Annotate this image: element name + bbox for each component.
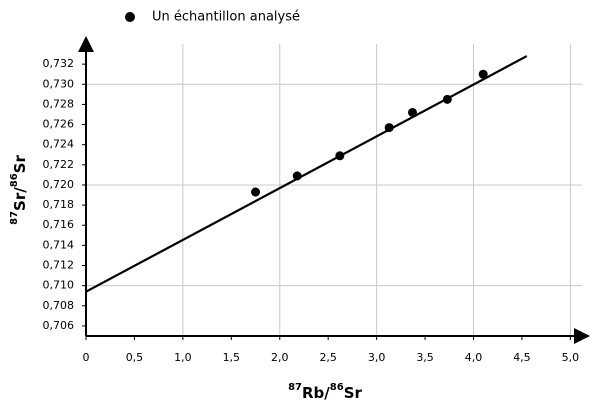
x-tick-label: 4,5 — [513, 351, 531, 364]
legend-marker — [125, 12, 135, 22]
x-tick-label: 3,5 — [416, 351, 434, 364]
y-tick-label: 0,706 — [43, 319, 75, 332]
y-tick-label: 0,722 — [43, 158, 75, 171]
point — [478, 69, 488, 79]
y-tick-label: 0,714 — [43, 238, 75, 251]
x-tick-label: 5,0 — [562, 351, 580, 364]
x-tick-label: 0,5 — [126, 351, 144, 364]
ylabel: 87Sr/86Sr — [9, 155, 29, 225]
label-part: 86 — [330, 382, 344, 393]
point — [335, 151, 345, 161]
x-tick-label: 0 — [83, 351, 90, 364]
y-tick-label: 0,726 — [43, 118, 75, 131]
y-tick-label: 0,730 — [43, 77, 75, 90]
point — [407, 107, 417, 117]
y-tick-label: 0,728 — [43, 97, 75, 110]
x-tick-label: 3,0 — [368, 351, 386, 364]
x-tick-label: 2,0 — [271, 351, 289, 364]
point — [251, 187, 261, 197]
y-tick-label: 0,716 — [43, 218, 75, 231]
fit-line — [85, 55, 528, 293]
label-part: Sr/ — [11, 187, 29, 211]
x-tick-label: 2,5 — [319, 351, 337, 364]
legend-label: Un échantillon analysé — [152, 10, 300, 25]
y-tick-label: 0,724 — [43, 138, 75, 151]
y-tick-label: 0,712 — [43, 259, 75, 272]
x-tick-label: 1,5 — [223, 351, 241, 364]
label-part: 87 — [288, 382, 302, 393]
label-part: 87 — [9, 211, 20, 225]
label-part: 86 — [9, 173, 20, 187]
x-tick-label: 4,0 — [465, 351, 483, 364]
label-part: Rb/ — [302, 384, 330, 402]
label-part: Sr — [344, 384, 363, 402]
point — [384, 123, 394, 133]
y-tick-label: 0,708 — [43, 299, 75, 312]
y-tick-label: 0,718 — [43, 198, 75, 211]
point — [292, 171, 302, 181]
y-tick-label: 0,710 — [43, 279, 75, 292]
x-tick-label: 1,0 — [174, 351, 192, 364]
xlabel: 87Rb/86Sr — [288, 382, 362, 402]
label-part: Sr — [11, 155, 29, 174]
y-tick-label: 0,732 — [43, 57, 75, 70]
y-tick-label: 0,720 — [43, 178, 75, 191]
point — [442, 94, 452, 104]
